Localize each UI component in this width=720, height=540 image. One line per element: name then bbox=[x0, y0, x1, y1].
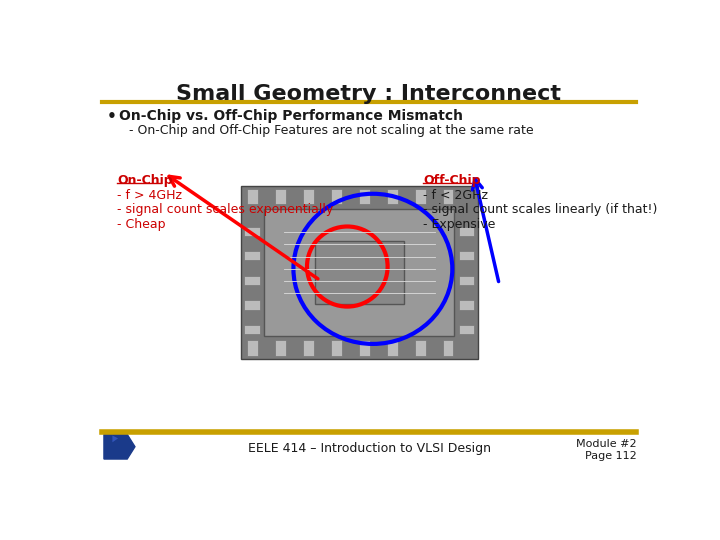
Bar bbox=[275, 340, 286, 356]
Text: - f < 2GHz: - f < 2GHz bbox=[423, 189, 488, 202]
Bar bbox=[459, 251, 474, 260]
Bar bbox=[415, 189, 426, 204]
Text: - signal count scales exponentially: - signal count scales exponentially bbox=[117, 204, 333, 217]
Text: Off-Chip: Off-Chip bbox=[423, 174, 481, 187]
Bar bbox=[303, 340, 314, 356]
Bar bbox=[443, 340, 454, 356]
Bar bbox=[241, 186, 477, 359]
Bar bbox=[244, 300, 260, 309]
Bar bbox=[459, 226, 474, 236]
Bar bbox=[264, 209, 454, 336]
Bar bbox=[359, 189, 370, 204]
Bar bbox=[275, 189, 286, 204]
Bar bbox=[459, 276, 474, 285]
Bar bbox=[459, 325, 474, 334]
Bar bbox=[331, 189, 342, 204]
Text: On-Chip: On-Chip bbox=[117, 174, 173, 187]
Bar bbox=[443, 189, 454, 204]
Bar bbox=[244, 325, 260, 334]
Bar bbox=[244, 251, 260, 260]
Text: EELE 414 – Introduction to VLSI Design: EELE 414 – Introduction to VLSI Design bbox=[248, 442, 490, 455]
Bar bbox=[244, 226, 260, 236]
Text: - signal count scales linearly (if that!): - signal count scales linearly (if that!… bbox=[423, 204, 657, 217]
Text: Module #2
Page 112: Module #2 Page 112 bbox=[576, 439, 636, 461]
Text: - f > 4GHz: - f > 4GHz bbox=[117, 189, 182, 202]
Bar bbox=[359, 340, 370, 356]
Text: - On-Chip and Off-Chip Features are not scaling at the same rate: - On-Chip and Off-Chip Features are not … bbox=[129, 124, 534, 137]
Bar bbox=[244, 276, 260, 285]
Bar bbox=[315, 241, 404, 303]
Bar bbox=[248, 189, 258, 204]
Polygon shape bbox=[112, 434, 120, 444]
Bar bbox=[415, 340, 426, 356]
Polygon shape bbox=[104, 434, 135, 459]
Bar bbox=[248, 340, 258, 356]
Bar bbox=[331, 340, 342, 356]
Text: - Expensive: - Expensive bbox=[423, 218, 495, 231]
Text: - Cheap: - Cheap bbox=[117, 218, 166, 231]
Text: Small Geometry : Interconnect: Small Geometry : Interconnect bbox=[176, 84, 562, 104]
Bar bbox=[459, 300, 474, 309]
Bar bbox=[387, 189, 397, 204]
Text: On-Chip vs. Off-Chip Performance Mismatch: On-Chip vs. Off-Chip Performance Mismatc… bbox=[120, 110, 464, 124]
Bar bbox=[387, 340, 397, 356]
Bar bbox=[303, 189, 314, 204]
Text: •: • bbox=[107, 110, 117, 124]
